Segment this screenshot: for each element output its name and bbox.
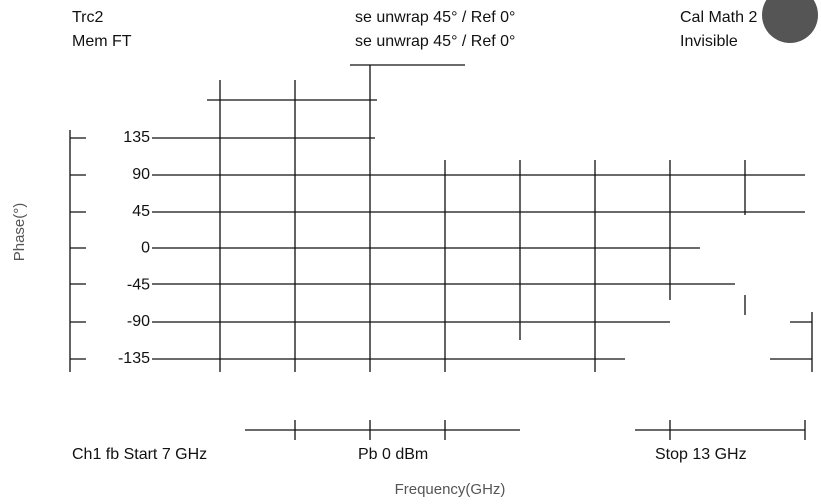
header-text: Invisible [680,33,738,50]
header-text: Trc2 [72,9,104,26]
header-text: Mem FT [72,33,132,50]
y-label: 45 [132,203,150,220]
label-bg [86,276,152,295]
x-axis-label: Frequency(GHz) [395,481,506,498]
y-label: 90 [132,166,150,183]
label-bg [86,349,152,368]
footer-text: Pb 0 dBm [358,446,428,463]
label-bg [86,165,152,184]
logo [762,0,818,43]
y-axis-label: Phase(°) [11,203,28,262]
header-text: Cal Math 2 [680,9,757,26]
y-label: -90 [127,313,150,330]
label-bg [86,129,152,147]
label-bg [86,202,152,221]
label-bg [86,313,152,331]
header-text: se unwrap 45° / Ref 0° [355,9,515,26]
grid [69,64,813,440]
footer-text: Stop 13 GHz [655,446,747,463]
y-label: -45 [127,276,150,293]
y-label: -135 [118,350,150,367]
header-text: se unwrap 45° / Ref 0° [355,33,515,50]
footer-text: Ch1 fb Start 7 GHz [72,446,207,463]
y-label: 135 [123,129,150,146]
y-label: 0 [141,240,150,257]
y-labels: 135 90 45 0 -45 -90 -135 [86,129,152,368]
label-bg [86,239,152,258]
